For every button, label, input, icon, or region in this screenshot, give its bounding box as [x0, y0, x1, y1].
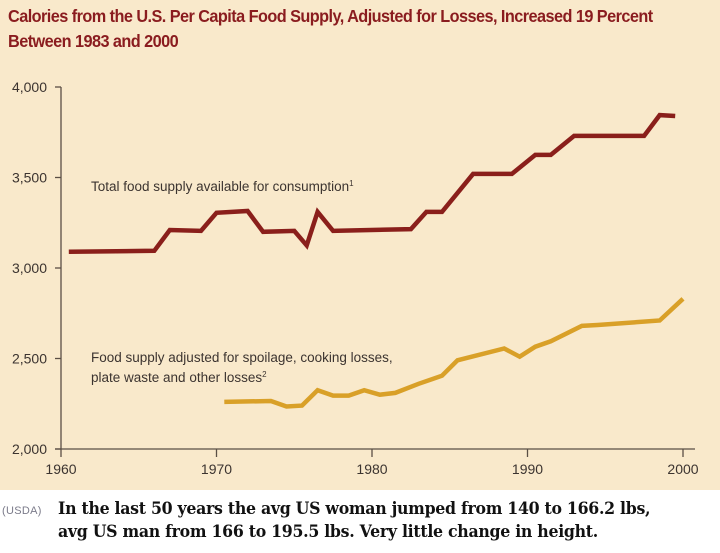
- data-point: [168, 228, 172, 232]
- y-tick-label: 3,500: [12, 170, 47, 186]
- y-ticks: 2,000 2,500 3,000 3,500 4,000: [12, 79, 61, 457]
- x-ticks: 1960 1970 1980 1990 2000: [45, 449, 699, 477]
- series-line-total-supply: [68, 112, 676, 254]
- source-label: (USDA): [2, 505, 42, 517]
- caption-line-2: avg US man from 166 to 195.5 lbs. Very l…: [58, 522, 598, 541]
- caption-text: In the last 50 years the avg US woman ju…: [58, 497, 651, 543]
- data-point: [572, 134, 576, 138]
- data-point: [424, 210, 428, 214]
- chart-title-line-2: Between 1983 and 2000: [8, 31, 179, 51]
- data-point: [533, 153, 537, 157]
- data-point: [67, 250, 71, 254]
- data-point: [393, 391, 397, 395]
- annotation-adjusted-supply-text-1: Food supply adjusted for spoilage, cooki…: [91, 350, 393, 365]
- data-point: [284, 404, 288, 408]
- data-point: [152, 249, 156, 253]
- data-point: [440, 374, 444, 378]
- data-point: [502, 347, 506, 351]
- data-point: [331, 394, 335, 398]
- data-point: [347, 394, 351, 398]
- annotation-adjusted-supply-text-2: plate waste and other losses: [91, 370, 262, 385]
- annotation-total-supply-footnote: 1: [349, 179, 354, 188]
- x-tick-label: 1990: [512, 461, 543, 477]
- data-point: [595, 323, 599, 327]
- data-point: [518, 355, 522, 359]
- data-point: [549, 339, 553, 343]
- data-point: [456, 358, 460, 362]
- data-point: [305, 243, 309, 247]
- data-point: [316, 388, 320, 392]
- data-point: [362, 388, 366, 392]
- y-tick-label: 2,500: [12, 351, 47, 367]
- data-point: [681, 297, 685, 301]
- data-point: [510, 172, 514, 176]
- data-point: [658, 318, 662, 322]
- data-point: [261, 230, 265, 234]
- data-point: [215, 211, 219, 215]
- data-point: [246, 209, 250, 213]
- data-point: [533, 345, 537, 349]
- annotation-adjusted-supply-line-2: plate waste and other losses2: [91, 370, 267, 385]
- annotation-adjusted-supply-line-1: Food supply adjusted for spoilage, cooki…: [91, 350, 393, 365]
- data-point: [331, 229, 335, 233]
- y-tick-label: 3,000: [12, 260, 47, 276]
- annotation-total-supply: Total food supply available for consumpt…: [91, 179, 354, 194]
- data-point: [580, 324, 584, 328]
- data-point: [316, 210, 320, 214]
- data-point: [300, 404, 304, 408]
- y-tick-label: 2,000: [12, 441, 47, 457]
- annotations: Total food supply available for consumpt…: [91, 179, 393, 385]
- data-point: [673, 114, 677, 118]
- data-point: [292, 229, 296, 233]
- data-point: [409, 227, 413, 231]
- x-tick-label: 1960: [45, 461, 76, 477]
- chart-panel: Calories from the U.S. Per Capita Food S…: [0, 0, 720, 490]
- data-point: [199, 229, 203, 233]
- x-tick-label: 1980: [356, 461, 387, 477]
- data-point: [549, 153, 553, 157]
- x-tick-label: 1970: [201, 461, 232, 477]
- annotation-adjusted-supply-footnote: 2: [262, 370, 267, 379]
- caption-line-1: In the last 50 years the avg US woman ju…: [58, 499, 651, 518]
- data-point: [642, 134, 646, 138]
- y-tick-label: 4,000: [12, 79, 47, 95]
- series-line-adjusted-supply: [224, 297, 685, 409]
- caption: (USDA) In the last 50 years the avg US w…: [0, 496, 720, 553]
- series-lines: [67, 112, 685, 409]
- data-point: [269, 399, 273, 403]
- data-point: [222, 400, 226, 404]
- annotation-total-supply-text: Total food supply available for consumpt…: [91, 179, 349, 194]
- data-point: [471, 172, 475, 176]
- chart-title-line-1: Calories from the U.S. Per Capita Food S…: [8, 6, 653, 26]
- chart-title: Calories from the U.S. Per Capita Food S…: [8, 4, 659, 54]
- data-point: [417, 382, 421, 386]
- data-point: [658, 113, 662, 117]
- data-point: [378, 393, 382, 397]
- data-point: [440, 210, 444, 214]
- x-tick-label: 2000: [667, 461, 698, 477]
